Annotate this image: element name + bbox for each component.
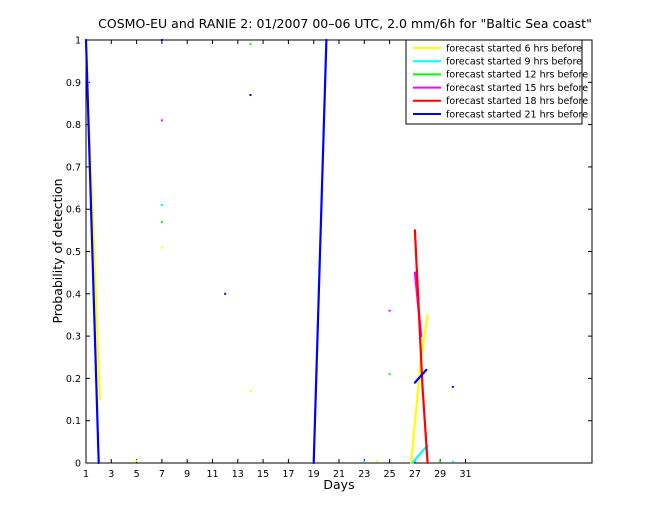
- y-tick-label: 1: [75, 36, 81, 47]
- series-layer: [84, 38, 454, 465]
- x-tick-label: 5: [134, 469, 140, 480]
- series-point-2: [451, 460, 454, 463]
- series-point-3: [160, 220, 163, 223]
- series-point-3: [439, 460, 442, 463]
- series-line-6: [312, 38, 328, 465]
- x-tick-label: 9: [184, 469, 190, 480]
- legend-items: forecast started 6 hrs before forecast st…: [413, 43, 588, 120]
- legend: forecast started 6 hrs before forecast st…: [405, 39, 588, 125]
- y-tick-label: 0.7: [66, 162, 81, 173]
- x-tick-label: 13: [232, 469, 244, 480]
- legend-label: forecast started 6 hrs before: [446, 43, 582, 54]
- series-point-1: [160, 246, 163, 249]
- x-tick-label: 19: [308, 469, 320, 480]
- legend-label: forecast started 18 hrs before: [446, 96, 588, 107]
- y-tick-label: 0.2: [66, 374, 81, 385]
- x-axis-label: Days: [323, 477, 354, 492]
- x-tick-label: 11: [206, 469, 218, 480]
- x-tick-label: 1: [83, 469, 89, 480]
- y-tick-label: 0.9: [66, 78, 81, 89]
- legend-label: forecast started 21 hrs before: [446, 109, 588, 120]
- x-tick-label: 23: [358, 469, 370, 480]
- series-line-6: [84, 38, 100, 465]
- series-line-6: [413, 368, 428, 384]
- y-axis-label: Probability of detection: [50, 178, 65, 323]
- series-point-6: [160, 39, 163, 41]
- series-point-3: [249, 43, 252, 46]
- series-point-6: [451, 385, 454, 388]
- x-tick-label: 29: [434, 469, 446, 480]
- legend-label: forecast started 12 hrs before: [446, 70, 588, 81]
- series-point-1: [135, 459, 138, 462]
- x-tick-label: 27: [409, 469, 421, 480]
- y-axis-ticks: 0 0.1 0.2 0.3 0.4 0.5 0.6 0.7 0.8 0.9 1: [66, 36, 592, 470]
- x-tick-label: 17: [282, 469, 294, 480]
- series-line-5: [413, 229, 429, 465]
- x-tick-label: 25: [384, 469, 396, 480]
- series-point-6: [224, 292, 227, 295]
- series-point-3: [388, 373, 391, 376]
- series-point-2: [160, 204, 163, 206]
- legend-box: [405, 39, 583, 125]
- series-point-1: [249, 390, 252, 393]
- y-tick-label: 0: [75, 459, 81, 470]
- legend-label: forecast started 15 hrs before: [446, 83, 588, 94]
- y-tick-label: 0.6: [66, 205, 81, 216]
- x-tick-label: 21: [333, 469, 345, 480]
- chart-title: COSMO-EU and RANIE 2: 01/2007 00–06 UTC,…: [98, 16, 592, 31]
- y-tick-label: 0.8: [66, 120, 81, 131]
- series-point-1: [375, 459, 378, 462]
- x-tick-label: 31: [459, 469, 471, 480]
- series-point-4: [160, 119, 163, 122]
- y-tick-label: 0.3: [66, 332, 81, 343]
- y-tick-label: 0.4: [66, 289, 81, 300]
- series-point-2: [363, 460, 366, 463]
- x-tick-label: 3: [108, 469, 114, 480]
- series-point-4: [388, 309, 391, 312]
- x-tick-label: 15: [257, 469, 269, 480]
- y-tick-label: 0.5: [66, 247, 81, 258]
- x-tick-label: 7: [159, 469, 165, 480]
- y-tick-label: 0.1: [66, 416, 81, 427]
- series-point-6: [249, 94, 252, 96]
- legend-label: forecast started 9 hrs before: [446, 57, 582, 68]
